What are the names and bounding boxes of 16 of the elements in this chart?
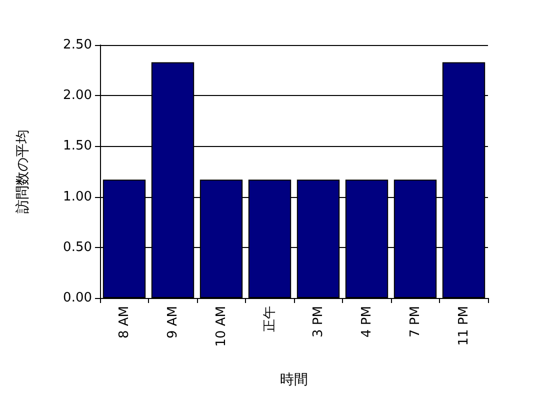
y-tick-label: 0.00 <box>63 290 92 306</box>
x-tick-label: 正午 <box>262 306 278 332</box>
y-tick-label: 1.00 <box>63 189 92 204</box>
y-tick-label: 2.00 <box>63 88 92 104</box>
x-tick-label: 9 AM <box>165 306 180 339</box>
y-tick-label: 2.50 <box>63 38 92 52</box>
x-tick-label: 11 PM <box>456 306 472 346</box>
x-tick-label: 7 PM <box>408 306 423 338</box>
x-tick-label: 10 AM <box>214 306 229 347</box>
y-tick-label: 0.50 <box>63 240 92 255</box>
y-tick-label: 1.50 <box>63 138 92 154</box>
x-axis-title: 時間 <box>280 372 308 388</box>
x-tick-label: 4 PM <box>359 306 374 338</box>
x-tick-label: 8 AM <box>116 306 132 339</box>
y-axis-title: 訪問数の平均 <box>15 130 31 214</box>
x-tick-label: 3 PM <box>310 306 326 338</box>
